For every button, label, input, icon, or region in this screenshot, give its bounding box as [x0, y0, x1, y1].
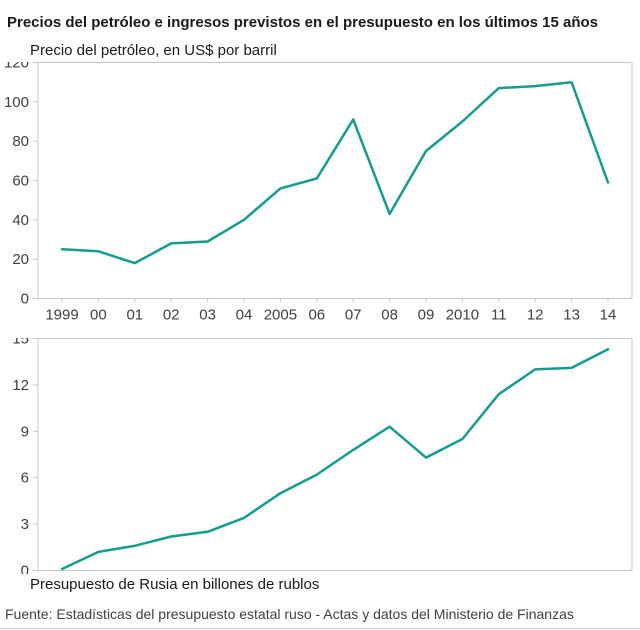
svg-text:02: 02: [163, 307, 180, 324]
svg-text:80: 80: [12, 133, 29, 150]
oil-price-chart-svg: 0 20 40 60 80 100 120 1999 00 01 02 03 04 2005 06 07 08 0…: [4, 55, 633, 324]
svg-text:13: 13: [563, 307, 580, 324]
svg-text:03: 03: [199, 307, 216, 324]
oil-price-chart-title: Precio del petróleo, en US$ por barril: [30, 42, 277, 59]
svg-text:60: 60: [12, 173, 29, 190]
svg-text:2005: 2005: [264, 307, 297, 324]
svg-text:00: 00: [90, 307, 107, 324]
svg-text:04: 04: [236, 307, 253, 324]
budget-chart-svg: 0 3 6 9 12 15: [12, 331, 633, 580]
svg-text:14: 14: [600, 307, 617, 324]
svg-text:01: 01: [126, 307, 143, 324]
svg-text:40: 40: [12, 212, 29, 229]
svg-text:07: 07: [345, 307, 362, 324]
svg-text:11: 11: [491, 307, 507, 324]
svg-text:0: 0: [21, 291, 29, 308]
svg-text:9: 9: [21, 423, 29, 440]
budget-chart: 0 3 6 9 12 15: [0, 331, 640, 580]
svg-text:120: 120: [4, 62, 29, 72]
oil-price-chart: 0 20 40 60 80 100 120 1999 00 01 02 03 04 2005 06 07 08 0…: [0, 55, 640, 335]
page-title: Precios del petróleo e ingresos previsto…: [7, 14, 599, 32]
svg-text:12: 12: [527, 307, 544, 324]
svg-text:0: 0: [21, 563, 29, 575]
svg-text:08: 08: [381, 307, 398, 324]
svg-text:20: 20: [12, 251, 29, 268]
svg-text:15: 15: [12, 338, 29, 348]
svg-text:6: 6: [21, 470, 29, 487]
svg-text:1999: 1999: [45, 307, 78, 324]
svg-text:2010: 2010: [446, 307, 479, 324]
bottom-divider: [0, 628, 640, 629]
svg-text:3: 3: [21, 516, 29, 533]
svg-text:100: 100: [4, 94, 29, 111]
svg-text:12: 12: [12, 377, 29, 394]
budget-chart-title: Presupuesto de Rusia en billones de rubl…: [30, 576, 320, 593]
source-note: Fuente: Estadísticas del presupuesto est…: [5, 606, 574, 622]
svg-text:06: 06: [308, 307, 325, 324]
svg-text:09: 09: [418, 307, 435, 324]
